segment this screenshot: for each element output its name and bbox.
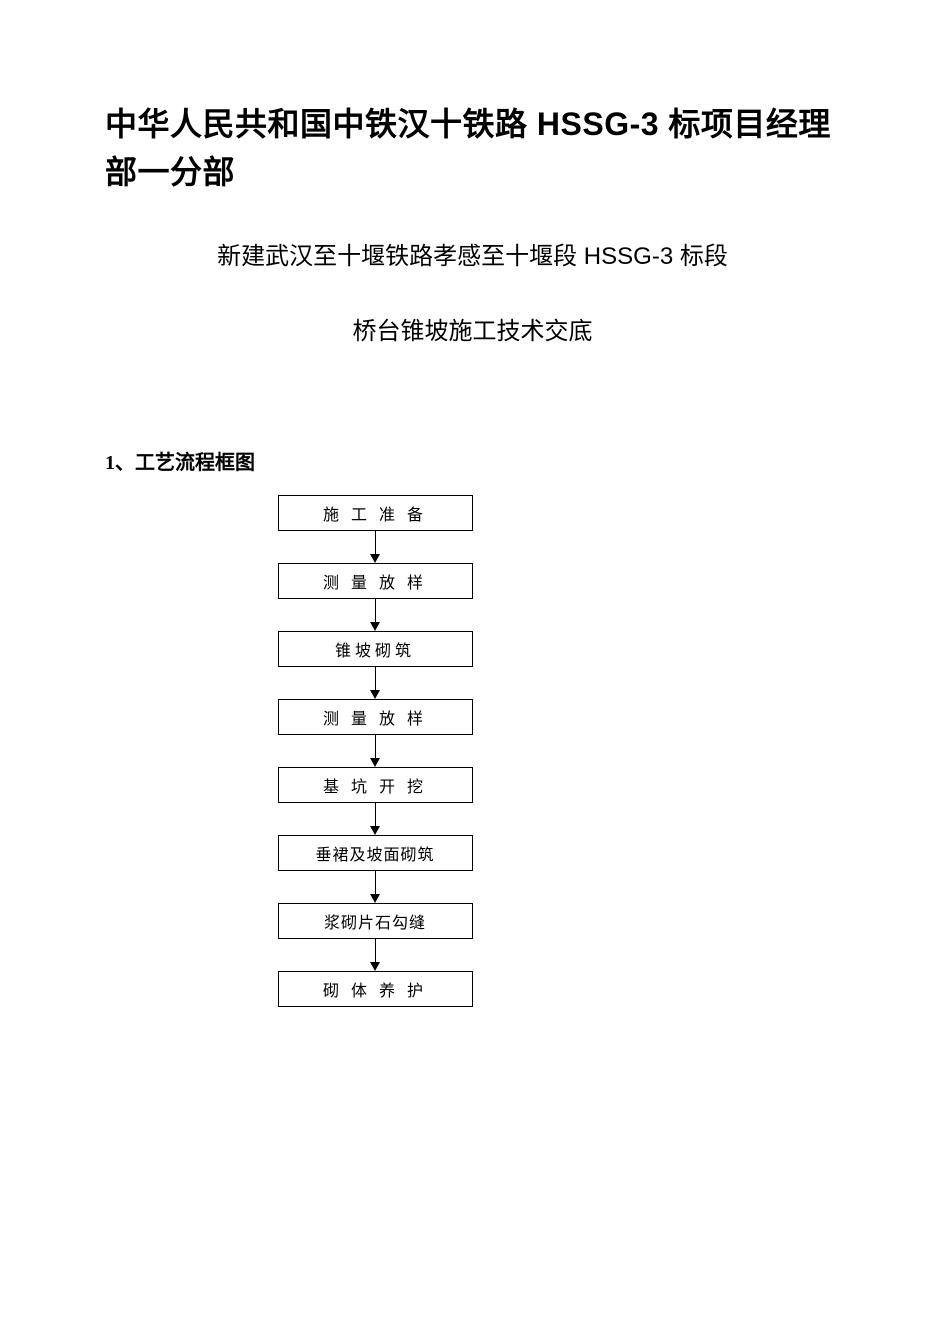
flowchart-container: 施 工 准 备 测 量 放 样 锥坡砌筑 测 量 放 样 基 坑 开 挖 垂裙及… <box>245 495 505 1007</box>
flow-step-1: 施 工 准 备 <box>278 495 473 531</box>
flow-step-6: 垂裙及坡面砌筑 <box>278 835 473 871</box>
flow-arrow <box>370 735 380 767</box>
flow-step-3: 锥坡砌筑 <box>278 631 473 667</box>
document-subtitle-2: 桥台锥坡施工技术交底 <box>105 311 840 346</box>
document-subtitle-1: 新建武汉至十堰铁路孝感至十堰段 HSSG-3 标段 <box>105 236 840 271</box>
flow-arrow <box>370 599 380 631</box>
flow-arrow <box>370 871 380 903</box>
flow-step-2: 测 量 放 样 <box>278 563 473 599</box>
flow-step-5: 基 坑 开 挖 <box>278 767 473 803</box>
flow-step-4: 测 量 放 样 <box>278 699 473 735</box>
flow-step-8: 砌 体 养 护 <box>278 971 473 1007</box>
section-heading: 1、工艺流程框图 <box>105 446 840 475</box>
flow-arrow <box>370 939 380 971</box>
flow-arrow <box>370 531 380 563</box>
flow-arrow <box>370 803 380 835</box>
flow-arrow <box>370 667 380 699</box>
flow-step-7: 浆砌片石勾缝 <box>278 903 473 939</box>
document-title: 中华人民共和国中铁汉十铁路 HSSG-3 标项目经理部一分部 <box>105 100 840 196</box>
